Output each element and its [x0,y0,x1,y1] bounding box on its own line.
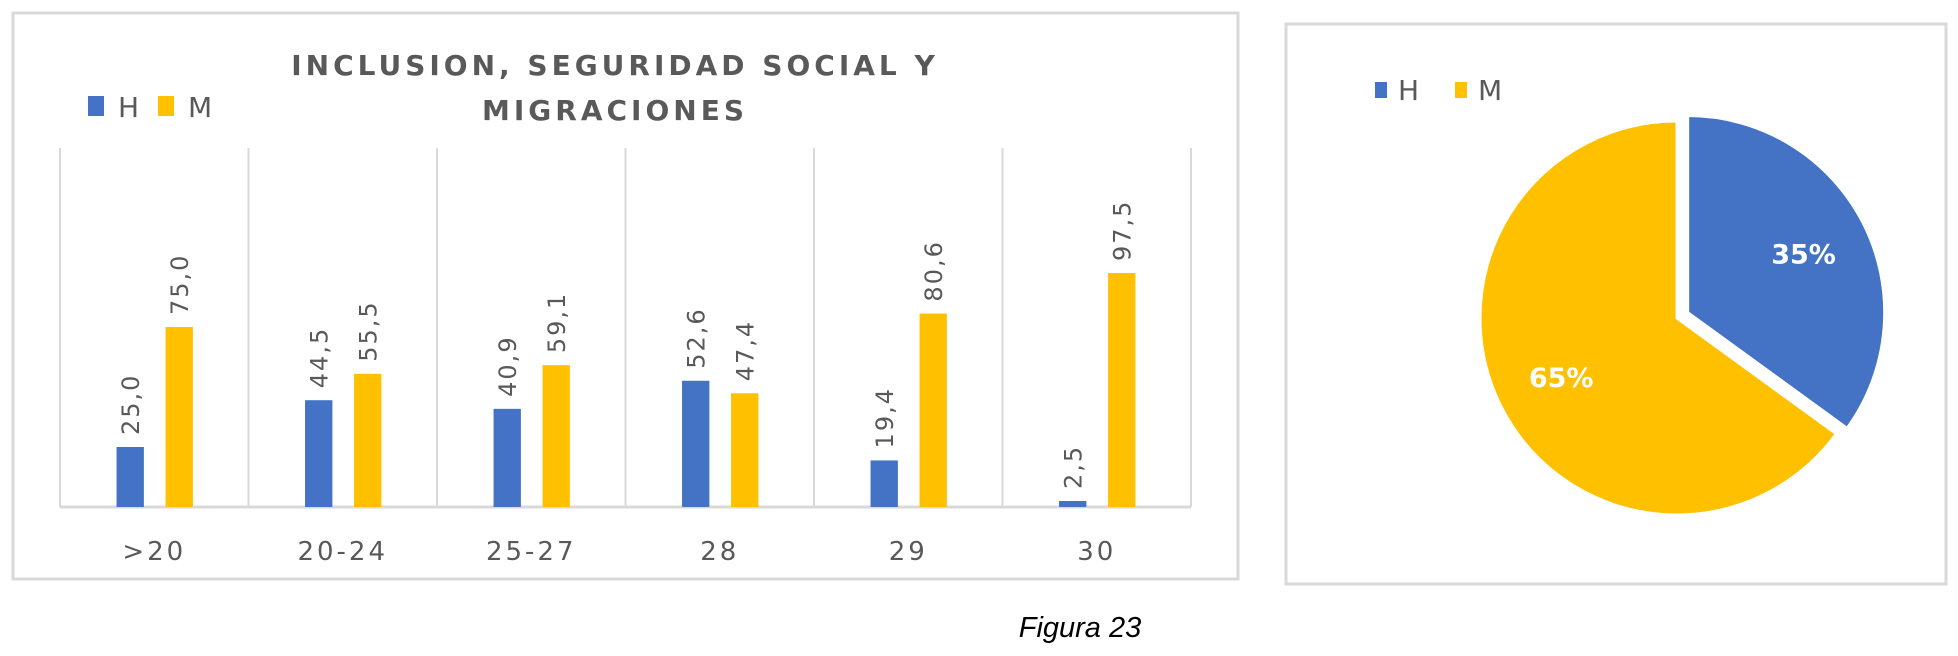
data-label: 97,5 [1109,200,1137,261]
data-label: 52,6 [683,307,711,368]
bar-H->20 [116,447,144,507]
pie-label-H: 35% [1771,240,1836,271]
data-label: 47,4 [732,320,760,381]
bar-M-20-24 [354,373,382,507]
pie-slice-M [1478,119,1839,517]
bar-H-25-27 [493,408,521,507]
bar-M-25-27 [542,365,570,507]
data-label: 25,0 [117,374,145,435]
figure-caption: Figura 23 [1018,612,1142,644]
data-label: 59,1 [543,292,571,353]
category-label: 25-27 [486,537,577,567]
bar-H-20-24 [305,400,333,507]
legend-label-M: M [1478,74,1502,107]
chart-title: INCLUSION, SEGURIDAD SOCIAL Y [291,49,939,82]
data-label: 44,5 [306,327,334,388]
pie-chart: H M 35% 65% [1375,74,1887,517]
legend-swatch-H [88,96,104,116]
category-label: 20-24 [297,537,388,567]
bar-M-28 [731,393,759,507]
category-label: 29 [889,537,928,567]
data-label: 19,4 [871,387,899,448]
bar-chart: INCLUSION, SEGURIDAD SOCIAL Y MIGRACIONES… [59,49,1192,567]
category-label: >20 [122,537,186,567]
bar-H-30 [1059,501,1087,507]
pie-label-M: 65% [1529,363,1594,394]
legend-swatch-M [1455,82,1467,98]
bar-M-30 [1108,273,1136,507]
bar-M-29 [919,313,947,507]
pie-slice-H [1686,114,1887,431]
data-label: 80,6 [920,240,948,301]
category-label: 30 [1077,537,1116,567]
legend-swatch-H [1375,82,1387,98]
legend-label-H: H [118,91,139,124]
legend-label-H: H [1398,74,1419,107]
data-label: 40,9 [494,335,522,396]
data-label: 2,5 [1060,445,1088,489]
category-label: 28 [700,537,739,567]
bar-H-29 [870,460,898,507]
data-label: 75,0 [166,254,194,315]
legend-label-M: M [188,91,212,124]
data-label: 55,5 [355,300,383,361]
legend-swatch-M [158,96,174,116]
chart-title: MIGRACIONES [482,94,748,127]
bar-H-28 [682,380,710,507]
bar-M->20 [165,327,193,507]
